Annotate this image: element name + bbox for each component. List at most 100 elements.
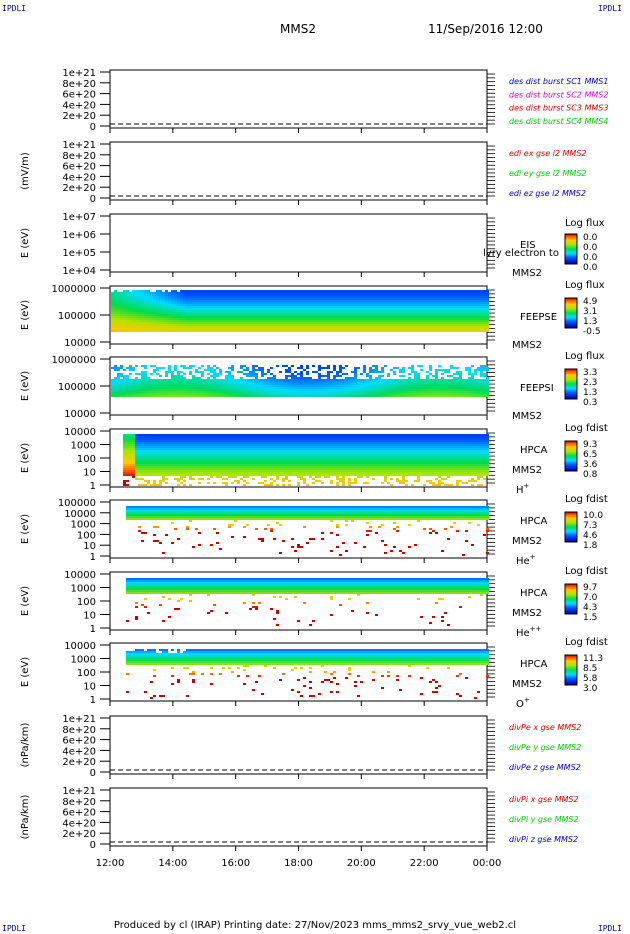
spectrogram-cell [327, 302, 330, 304]
spectrogram-cell [282, 292, 285, 294]
spectrogram-cell [144, 464, 147, 466]
spectrogram-cell [366, 379, 369, 381]
spectrogram-cell [303, 318, 306, 320]
spectrogram-cell [159, 438, 162, 440]
spectrogram-cell [288, 330, 291, 332]
spectrogram-cell [180, 452, 183, 454]
spectrogram-cell [378, 395, 381, 397]
spectrogram-cell [189, 393, 192, 395]
spectrogram-cell [330, 316, 333, 318]
spectrogram-cell [450, 318, 453, 320]
spectrogram-cell [147, 395, 150, 397]
spectrogram-cell [309, 314, 312, 316]
spectrogram-cell [336, 322, 339, 324]
spectrogram-cell [222, 391, 225, 393]
spectrogram-cell [195, 470, 198, 472]
spectrogram-cell [144, 296, 147, 298]
spectrogram-cell [477, 312, 480, 314]
spectrogram-cell [213, 324, 216, 326]
spectrogram-cell [147, 389, 150, 391]
spectrogram-cell [396, 292, 399, 294]
spectrogram-cell [468, 302, 471, 304]
spectrogram-cell [456, 373, 459, 375]
spectrogram-cell [177, 385, 180, 387]
spectrogram-cell [162, 452, 165, 454]
spectrogram-cell [378, 371, 381, 373]
spectrogram-cell [288, 395, 291, 397]
spectrogram-cell [201, 316, 204, 318]
spectrogram-cell [243, 369, 246, 371]
spectrogram-cell [129, 444, 132, 446]
spectrogram-cell [183, 379, 186, 381]
spectrogram-cell [462, 381, 465, 383]
spectrogram-cell [450, 367, 453, 369]
spectrogram-cell [279, 328, 282, 330]
spectrogram-cell [117, 389, 120, 391]
spectrogram-cell [327, 324, 330, 326]
spectrogram-cell [324, 314, 327, 316]
spectrogram-cell [147, 304, 150, 306]
spectrogram-cell [297, 395, 300, 397]
spectrogram-cell [261, 387, 264, 389]
spectrogram-cell [138, 381, 141, 383]
spectrogram-cell [357, 330, 360, 332]
spectrogram-cell [132, 389, 135, 391]
spectrogram-cell [198, 302, 201, 304]
spectrogram-cell [168, 470, 171, 472]
spectrogram-cell [360, 393, 363, 395]
spectrogram-cell [228, 290, 231, 292]
spectrogram-cell [282, 300, 285, 302]
spectrogram-cell [192, 377, 195, 379]
spectrogram-cell [231, 385, 234, 387]
spectrogram-cell [186, 466, 189, 468]
spectrogram-cell [474, 316, 477, 318]
spectrogram-cell [384, 306, 387, 308]
spectrogram-cell [225, 296, 228, 298]
spectrogram-cell [198, 393, 201, 395]
spectrogram-cell [312, 381, 315, 383]
spectrogram-cell [369, 316, 372, 318]
spectrogram-cell [135, 460, 138, 462]
spectrogram-cell [387, 310, 390, 312]
spectrogram-cell [270, 389, 273, 391]
spectrogram-cell [366, 296, 369, 298]
spectrogram-cell [336, 385, 339, 387]
spectrogram-cell [384, 393, 387, 395]
spectrogram-cell [387, 383, 390, 385]
spectrogram-cell [246, 300, 249, 302]
spectrogram-cell [150, 324, 153, 326]
spectrogram-cell [177, 395, 180, 397]
spectrogram-cell [393, 387, 396, 389]
spectrogram-cell [225, 298, 228, 300]
spectrogram-cell [393, 300, 396, 302]
spectrogram-cell [120, 328, 123, 330]
spectrogram-cell [411, 391, 414, 393]
spectrogram-cell [171, 294, 174, 296]
spectrogram-cell [303, 391, 306, 393]
spectrogram-cell [456, 304, 459, 306]
spectrogram-cell [303, 316, 306, 318]
spectrogram-cell [276, 379, 279, 381]
spectrogram-cell [300, 326, 303, 328]
spectrogram-cell [366, 324, 369, 326]
spectrogram-cell [219, 290, 222, 292]
spectrogram-cell [366, 300, 369, 302]
spectrogram-cell [348, 393, 351, 395]
spectrogram-cell [123, 464, 126, 466]
spectrogram-cell [297, 304, 300, 306]
spectrogram-cell [312, 296, 315, 298]
spectrogram-cell [144, 385, 147, 387]
spectrogram-cell [405, 328, 408, 330]
spectrogram-cell [450, 314, 453, 316]
spectrogram-cell [135, 290, 138, 292]
spectrogram-cell [363, 304, 366, 306]
spectrogram-cell [201, 389, 204, 391]
spectrogram-cell [252, 324, 255, 326]
spectrogram-cell [135, 444, 138, 446]
spectrogram-cell [405, 316, 408, 318]
spectrogram-cell [198, 395, 201, 397]
spectrogram-cell [267, 369, 270, 371]
spectrogram-cell [144, 306, 147, 308]
spectrogram-cell [186, 444, 189, 446]
spectrogram-cell [165, 478, 168, 480]
